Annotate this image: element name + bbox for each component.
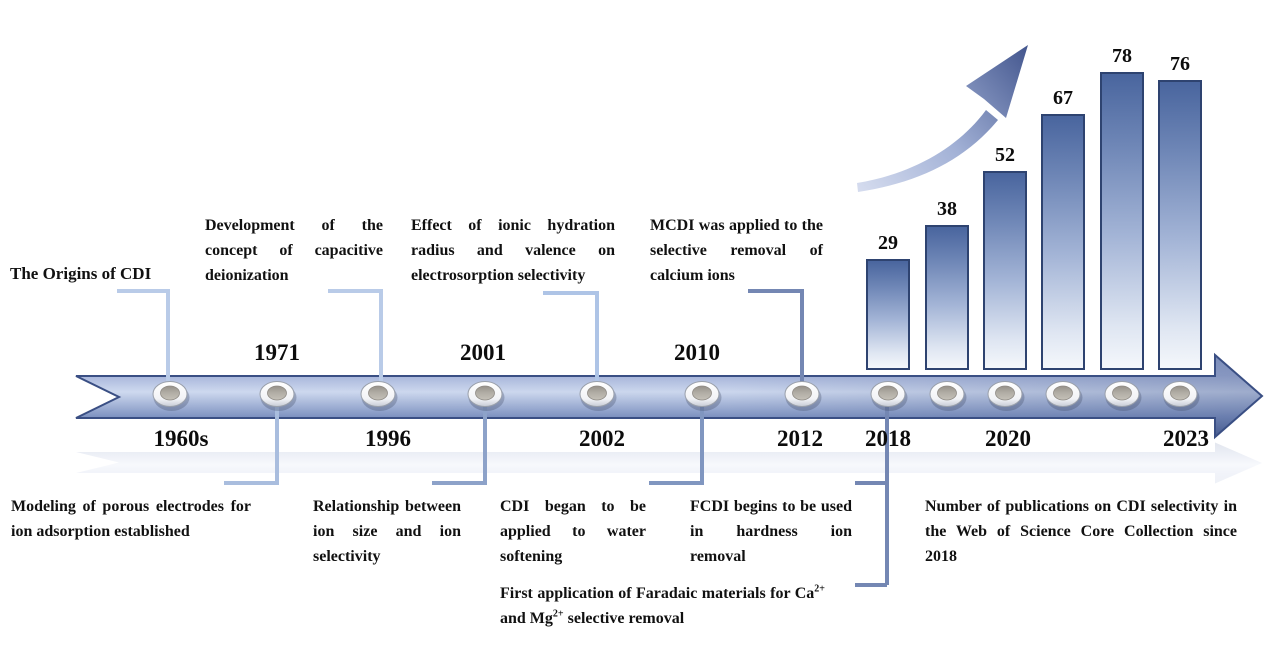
connector-softening-2010: [649, 404, 704, 485]
bar-value-2018: 29: [878, 232, 898, 254]
year-label-2020: 2020: [985, 426, 1031, 451]
bar-2021: [1041, 114, 1085, 370]
event-label-mcdi-calcium: MCDI was applied to the selective remova…: [650, 217, 823, 284]
bar-value-2022: 78: [1112, 45, 1132, 67]
connector-origins-1960s: [117, 289, 170, 383]
bar-2022: [1100, 72, 1144, 370]
year-label-2023: 2023: [1163, 426, 1209, 451]
connector-fcdi-faradaic-2018: [855, 402, 889, 587]
connector-development-1996: [328, 289, 383, 383]
event-label-water-softening: CDI began to be applied to water softeni…: [500, 498, 646, 565]
faradaic-text-part: First application of Faradaic materials …: [500, 585, 815, 602]
year-label-1960s: 1960s: [153, 426, 209, 451]
bar-2023: [1158, 80, 1202, 370]
event-label-modeling-electrodes: Modeling of porous electrodes for ion ad…: [11, 498, 251, 540]
event-label-development-concept: Development of the concept of capacitive…: [205, 217, 383, 284]
bar-2019: [925, 225, 969, 370]
superscript-2plus: 2+: [552, 608, 564, 620]
year-label-2018: 2018: [865, 426, 911, 451]
bar-value-2021: 67: [1053, 87, 1073, 109]
bar-2020: [983, 171, 1027, 370]
year-label-2001: 2001: [460, 340, 506, 365]
event-label-faradaic-materials: First application of Faradaic materials …: [500, 581, 825, 631]
event-label-hydration-radius: Effect of ionic hydration radius and val…: [411, 217, 615, 284]
connector-mcdi-2012: [748, 289, 804, 383]
connector-ionsize-2001: [432, 404, 487, 485]
bar-chart-caption: Number of publications on CDI selectivit…: [925, 498, 1237, 565]
event-label-fcdi-hardness: FCDI begins to be used in hardness ion r…: [690, 498, 852, 565]
event-label-ion-size-selectivity: Relationship between ion size and ion se…: [313, 498, 461, 565]
growth-trend-arrow-head: [966, 45, 1028, 118]
faradaic-text-part: selective removal: [563, 610, 685, 627]
bar-value-2023: 76: [1170, 53, 1190, 75]
faradaic-text-part: and Mg: [500, 610, 553, 627]
connector-modeling-1971: [224, 404, 279, 485]
year-label-2002: 2002: [579, 426, 625, 451]
bar-value-2019: 38: [937, 198, 957, 220]
growth-trend-arrow-body: [857, 110, 998, 192]
year-label-1971: 1971: [254, 340, 300, 365]
superscript-2plus: 2+: [814, 583, 825, 595]
year-label-2012: 2012: [777, 426, 823, 451]
event-label-origins-of-cdi: The Origins of CDI: [10, 264, 152, 283]
year-label-1996: 1996: [365, 426, 411, 451]
bar-2018: [866, 259, 910, 370]
timeline-band-reflection: [76, 442, 1262, 484]
year-label-2010: 2010: [674, 340, 720, 365]
connector-hydration-2002: [543, 291, 599, 383]
bar-value-2020: 52: [995, 144, 1015, 166]
